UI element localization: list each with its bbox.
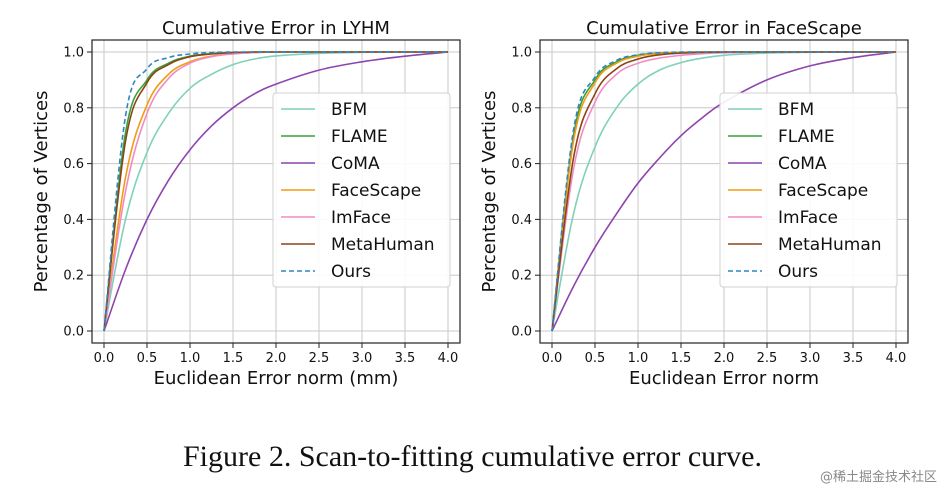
y-tick-label: 0.4	[63, 213, 84, 228]
x-tick-label: 1.5	[223, 351, 244, 366]
series-line-coma	[551, 51, 897, 332]
watermark: @稀土掘金技术社区	[819, 470, 937, 485]
chart-title: Cumulative Error in FaceScape	[586, 18, 862, 39]
legend-label-ours: Ours	[778, 262, 818, 282]
y-tick-label: 0.2	[63, 269, 84, 284]
legend-label-flame: FLAME	[778, 127, 835, 147]
legend-label-imface: ImFace	[778, 208, 838, 228]
chart-1: 0.0 0.5 1.0 1.5 2.0 2.5 3.0 3.5 4.0 0.0 0.2 0.4 0.6 0…	[31, 18, 461, 389]
x-tick-label: 0.0	[542, 351, 563, 366]
legend: BFM FLAME CoMA FaceScape ImFace MetaHuman Ours	[719, 92, 898, 288]
legend-label-metahuman: MetaHuman	[778, 235, 882, 255]
y-tick-label: 0.8	[63, 101, 84, 116]
series-line-coma	[103, 51, 449, 332]
y-tick-label: 0.2	[511, 269, 532, 284]
y-tick-label: 0.0	[511, 325, 532, 340]
y-tick-label: 1.0	[63, 46, 84, 61]
series-line-ours	[551, 51, 896, 332]
legend-label-metahuman: MetaHuman	[331, 235, 435, 255]
y-tick-label: 0.0	[63, 325, 84, 340]
x-tick-label: 2.0	[714, 351, 735, 366]
y-tick-label: 0.4	[511, 213, 532, 228]
x-axis-label: Euclidean Error norm (mm)	[154, 368, 399, 389]
legend-label-facescape: FaceScape	[778, 181, 868, 201]
legend-label-bfm: BFM	[778, 100, 814, 120]
y-tick-label: 0.8	[511, 101, 532, 116]
x-tick-label: 0.0	[94, 351, 115, 366]
legend-label-imface: ImFace	[331, 208, 391, 228]
chart-title: Cumulative Error in LYHM	[162, 18, 390, 39]
legend-label-facescape: FaceScape	[331, 181, 421, 201]
x-tick-label: 3.0	[352, 351, 373, 366]
x-tick-label: 2.0	[266, 351, 287, 366]
y-tick-label: 1.0	[511, 46, 532, 61]
legend-label-ours: Ours	[331, 262, 371, 282]
legend-box	[272, 92, 451, 288]
chart-2: 0.0 0.5 1.0 1.5 2.0 2.5 3.0 3.5 4.0 0.0 0.2 0.4 0.6 0…	[479, 18, 909, 389]
x-tick-label: 2.5	[309, 351, 330, 366]
x-tick-label: 3.5	[395, 351, 416, 366]
legend-label-bfm: BFM	[331, 100, 367, 120]
x-tick-label: 0.5	[585, 351, 606, 366]
x-tick-label: 0.5	[137, 351, 158, 366]
x-tick-label: 4.0	[438, 351, 459, 366]
legend-label-flame: FLAME	[331, 127, 388, 147]
series-line-ours	[103, 51, 448, 332]
y-axis-label: Percentage of Vertices	[479, 91, 500, 293]
x-tick-label: 3.0	[800, 351, 821, 366]
legend: BFM FLAME CoMA FaceScape ImFace MetaHuman Ours	[272, 92, 451, 288]
legend-label-coma: CoMA	[778, 154, 827, 174]
x-tick-label: 1.0	[180, 351, 201, 366]
y-tick-label: 0.6	[511, 157, 532, 172]
y-axis-label: Percentage of Vertices	[31, 91, 52, 293]
x-tick-label: 2.5	[757, 351, 778, 366]
x-tick-label: 4.0	[886, 351, 907, 366]
legend-box	[719, 92, 898, 288]
figure-caption: Figure 2. Scan-to-fitting cumulative err…	[183, 440, 762, 473]
legend-label-coma: CoMA	[331, 154, 380, 174]
x-tick-label: 3.5	[843, 351, 864, 366]
x-axis-label: Euclidean Error norm	[629, 368, 819, 389]
x-tick-label: 1.5	[671, 351, 692, 366]
y-tick-label: 0.6	[63, 157, 84, 172]
x-tick-label: 1.0	[628, 351, 649, 366]
